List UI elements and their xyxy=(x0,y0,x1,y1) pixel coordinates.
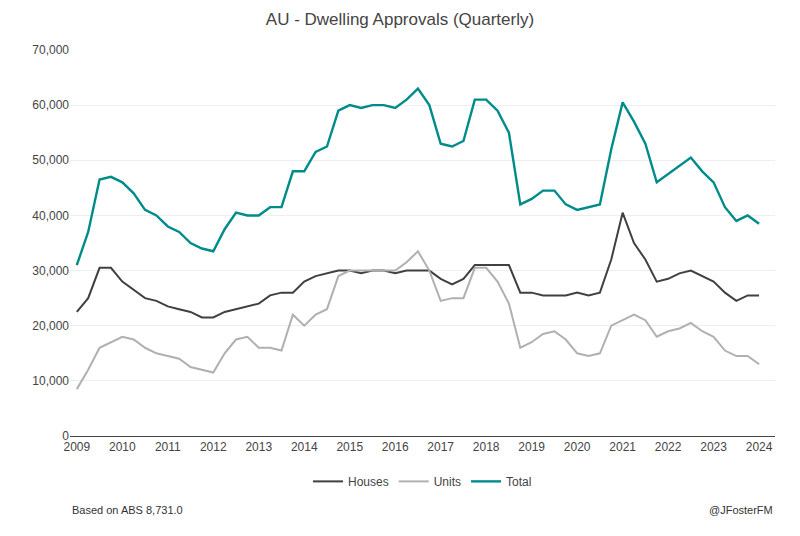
svg-text:2017: 2017 xyxy=(427,440,454,454)
svg-text:50,000: 50,000 xyxy=(32,153,69,167)
svg-text:2024: 2024 xyxy=(746,440,773,454)
svg-text:AU - Dwelling Approvals (Quart: AU - Dwelling Approvals (Quarterly) xyxy=(266,10,534,29)
svg-text:2021: 2021 xyxy=(609,440,636,454)
svg-text:2014: 2014 xyxy=(291,440,318,454)
svg-text:20,000: 20,000 xyxy=(32,319,69,333)
svg-text:0: 0 xyxy=(62,429,69,443)
svg-text:2015: 2015 xyxy=(336,440,363,454)
svg-text:2023: 2023 xyxy=(700,440,727,454)
svg-text:30,000: 30,000 xyxy=(32,264,69,278)
svg-text:2020: 2020 xyxy=(564,440,591,454)
svg-text:2011: 2011 xyxy=(155,440,181,454)
svg-text:40,000: 40,000 xyxy=(32,209,69,223)
svg-text:10,000: 10,000 xyxy=(32,374,69,388)
svg-text:2009: 2009 xyxy=(63,440,90,454)
svg-text:2019: 2019 xyxy=(518,440,545,454)
svg-text:2018: 2018 xyxy=(473,440,500,454)
svg-text:Houses: Houses xyxy=(348,475,389,489)
svg-text:@JFosterFM: @JFosterFM xyxy=(709,504,773,516)
svg-text:2013: 2013 xyxy=(245,440,272,454)
svg-text:2012: 2012 xyxy=(200,440,227,454)
svg-text:60,000: 60,000 xyxy=(32,98,69,112)
svg-text:70,000: 70,000 xyxy=(32,43,69,57)
svg-text:2010: 2010 xyxy=(109,440,136,454)
svg-text:2016: 2016 xyxy=(382,440,409,454)
svg-text:Total: Total xyxy=(506,475,531,489)
svg-text:Based on ABS 8,731.0: Based on ABS 8,731.0 xyxy=(72,504,183,516)
svg-text:2022: 2022 xyxy=(655,440,682,454)
svg-text:Units: Units xyxy=(434,475,461,489)
